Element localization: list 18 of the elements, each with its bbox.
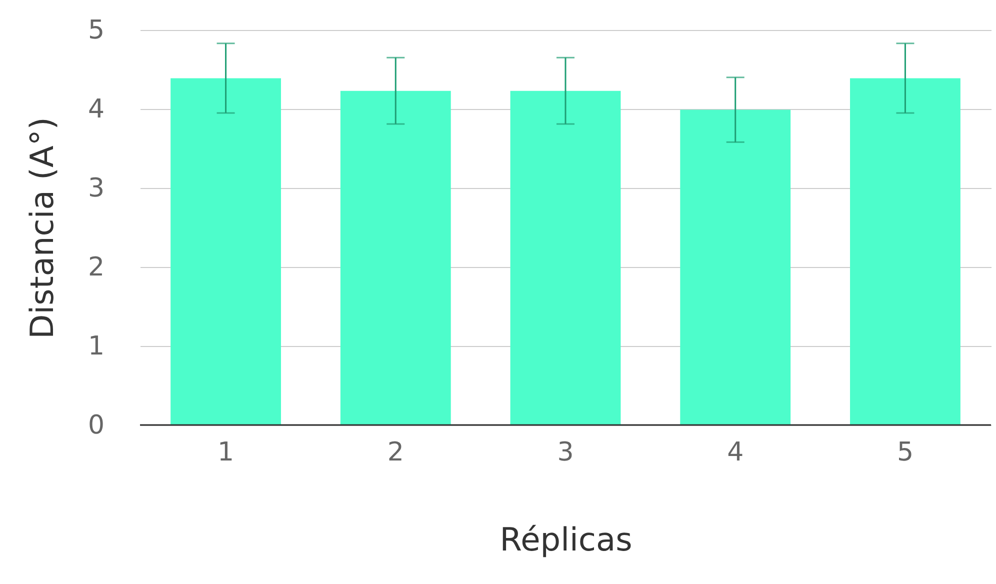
x-axis-title: Réplicas — [500, 520, 632, 558]
y-tick-label: 5 — [88, 16, 104, 46]
y-tick-label: 3 — [88, 174, 104, 204]
x-tick-label: 3 — [557, 438, 574, 468]
x-tick-label: 2 — [387, 438, 404, 468]
x-tick-label: 5 — [896, 438, 914, 468]
bar — [340, 90, 451, 425]
y-axis-title: Distancia (A°) — [22, 117, 61, 339]
x-tick-label: 4 — [727, 438, 744, 468]
bar — [850, 78, 960, 425]
y-tick-label: 0 — [88, 410, 104, 440]
bar — [510, 90, 621, 425]
y-tick-label: 1 — [88, 332, 104, 362]
y-tick-label: 4 — [88, 94, 104, 124]
x-tick-label: 1 — [218, 438, 234, 468]
bar — [170, 78, 281, 425]
y-tick-label: 2 — [88, 252, 104, 282]
bar — [680, 110, 791, 425]
